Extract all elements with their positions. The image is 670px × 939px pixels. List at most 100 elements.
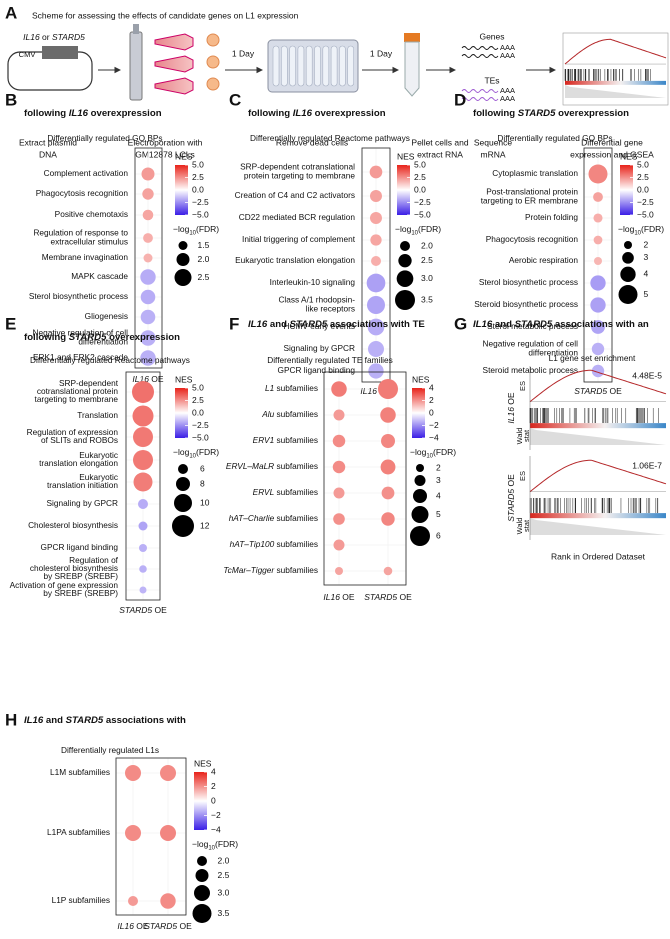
- row-label: Class A/1 rhodopsin-: [278, 295, 355, 305]
- colorbar-label: −4: [211, 824, 221, 834]
- text-segment: IL16: [117, 921, 134, 931]
- text-segment: 10: [189, 230, 196, 236]
- row-label: HCMV early events: [284, 321, 355, 331]
- p-value: 4.48E-5: [632, 370, 662, 380]
- dot: [333, 513, 345, 525]
- dot: [332, 460, 346, 474]
- rank-strip: [530, 513, 666, 519]
- wald-area: [530, 428, 666, 445]
- size-key: [395, 290, 415, 310]
- panel-title: IL16 and STARD5 associations with TE: [248, 319, 425, 330]
- plasmid-genes: IL16 or STARD5: [23, 32, 85, 42]
- size-key: [622, 252, 634, 264]
- transcript: [461, 97, 499, 101]
- text-segment: (FDR): [418, 224, 441, 234]
- text-segment: subfamilies: [274, 383, 318, 393]
- dot: [368, 363, 384, 379]
- size-key: [400, 241, 410, 251]
- colorbar: [175, 165, 188, 215]
- transcript: [461, 46, 499, 50]
- text-segment: IL16: [360, 386, 377, 396]
- dot: [591, 364, 605, 378]
- colorbar-label: 2: [429, 395, 434, 405]
- panel-subtitle: Differentially regulated TE families: [267, 355, 393, 365]
- text-segment: and: [267, 319, 289, 330]
- size-key: [194, 885, 210, 901]
- text-segment: subfamilies: [274, 487, 318, 497]
- text-segment: subfamilies: [274, 539, 318, 549]
- colorbar-label: 2.5: [637, 172, 649, 182]
- panel-letter: B: [5, 90, 17, 109]
- dot: [140, 269, 156, 285]
- dot: [367, 318, 385, 336]
- panel-title: following STARD5 overexpression: [24, 332, 180, 343]
- plot-frame: [323, 371, 407, 586]
- dot: [381, 512, 395, 526]
- text-segment: OE: [607, 386, 622, 396]
- colorbar-label: −2: [429, 420, 439, 430]
- text-segment: STARD5: [364, 592, 397, 602]
- colorbar-label: 0.0: [192, 407, 204, 417]
- panel-letter: G: [454, 314, 467, 333]
- electroporator-tip: [133, 24, 139, 34]
- size-key: [195, 869, 209, 882]
- text-segment: IL16: [132, 374, 149, 384]
- legend-title: −log10(FDR): [173, 224, 219, 236]
- text-segment: OE: [177, 921, 192, 931]
- step-label: Remove dead cells: [276, 137, 348, 147]
- dot: [142, 209, 154, 221]
- size-label: 4: [644, 269, 649, 279]
- dot: [160, 825, 176, 841]
- text-segment: overexpression: [312, 108, 386, 119]
- size-key: [197, 856, 207, 866]
- dot: [591, 320, 605, 334]
- rank-strip: [530, 423, 666, 429]
- size-label: 3: [436, 475, 441, 485]
- transcript: [461, 54, 499, 58]
- step-label: Extract plasmid: [19, 137, 77, 147]
- es-curve: [529, 369, 667, 403]
- text-segment: STARD5: [515, 319, 553, 330]
- row-label: L1 subfamilies: [265, 383, 318, 393]
- dot: [370, 190, 382, 202]
- dot: [132, 405, 154, 427]
- text-segment: associations with an: [552, 319, 649, 330]
- text-segment: −log: [173, 447, 190, 457]
- row-label: Signaling by GPCR: [47, 498, 118, 508]
- row-label: Eukaryotic translation elongation: [235, 255, 355, 265]
- size-label: 12: [200, 520, 210, 530]
- text-segment: ERVL–MaLR: [226, 461, 274, 471]
- text-segment: STARD5: [290, 319, 328, 330]
- panel-subtitle: Differentially regulated L1s: [61, 745, 159, 755]
- row-label: Protein folding: [525, 212, 578, 222]
- row-label: translation elongation: [39, 458, 118, 468]
- step-label: Electroporation with: [128, 137, 203, 147]
- cells: [206, 77, 220, 91]
- polya: AAA: [500, 86, 515, 95]
- dot: [160, 765, 176, 781]
- text-segment: subfamilies: [274, 461, 318, 471]
- text-segment: associations with TE: [327, 319, 425, 330]
- size-key: [174, 494, 192, 512]
- row-label: protein targeting to membrane: [244, 171, 356, 181]
- dot: [588, 164, 608, 184]
- text-segment: (FDR): [641, 224, 664, 234]
- panel-subtitle: Differentially regulated Reactome pathwa…: [30, 355, 190, 365]
- row-label: ERVL–MaLR subfamilies: [226, 461, 318, 471]
- text-segment: OE: [506, 474, 516, 489]
- step-label: Differential gene: [581, 137, 643, 147]
- colorbar-label: 4: [429, 382, 434, 392]
- row-label: Initial triggering of complement: [242, 234, 356, 244]
- well: [347, 45, 355, 87]
- row-label: Positive chemotaxis: [55, 209, 128, 219]
- colorbar-label: 0.0: [192, 184, 204, 194]
- size-key: [416, 464, 424, 472]
- size-label: 2: [436, 462, 441, 472]
- text-segment: −log: [410, 447, 427, 457]
- dot: [332, 434, 346, 448]
- row-label: Regulation of response to: [33, 228, 128, 238]
- text-segment: L1: [265, 383, 274, 393]
- size-label: 3.0: [218, 887, 230, 897]
- panel-letter: D: [454, 90, 466, 109]
